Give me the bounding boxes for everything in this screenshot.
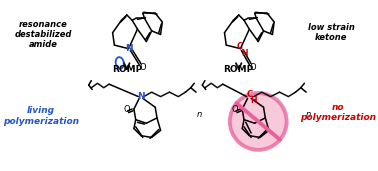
Text: N: N — [137, 92, 145, 101]
Text: n: n — [305, 110, 311, 119]
Text: no
polymerization: no polymerization — [300, 103, 376, 122]
Circle shape — [230, 93, 287, 150]
Text: C: C — [246, 90, 253, 99]
Text: ROMP: ROMP — [223, 65, 254, 74]
Text: O: O — [249, 63, 256, 72]
Text: N: N — [125, 44, 132, 53]
Text: living
polymerization: living polymerization — [3, 106, 79, 126]
Text: ROMP: ROMP — [112, 65, 142, 74]
Text: O: O — [139, 63, 146, 72]
Text: resonance
destabilized
amide: resonance destabilized amide — [15, 19, 72, 49]
Text: n: n — [197, 110, 202, 119]
Text: H: H — [251, 96, 257, 105]
Text: O: O — [232, 105, 239, 114]
Text: C: C — [237, 42, 243, 51]
Text: H: H — [242, 49, 248, 58]
Text: low strain
ketone: low strain ketone — [308, 23, 355, 42]
Text: O: O — [124, 105, 130, 114]
